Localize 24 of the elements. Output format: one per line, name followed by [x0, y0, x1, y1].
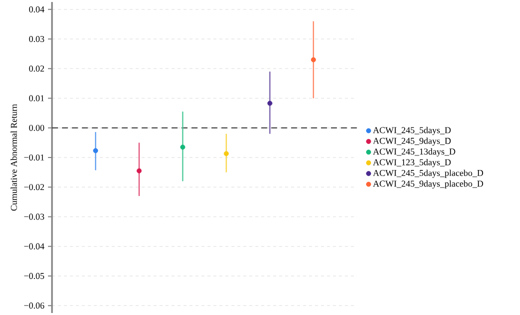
legend-label: ACWI_123_5days_D — [372, 158, 451, 168]
y-tick-label: −0.03 — [24, 214, 44, 220]
y-tick-label: −0.05 — [24, 272, 44, 280]
y-tick-label: 0.01 — [29, 95, 44, 102]
y-tick-label: −0.01 — [24, 154, 44, 161]
point — [136, 168, 142, 174]
y-tick-label: −0.06 — [24, 302, 44, 309]
y-tick-label: 0.04 — [29, 6, 44, 12]
y-tick-label: 0.03 — [29, 36, 44, 42]
point — [224, 151, 229, 156]
point — [267, 100, 272, 106]
legend-label: ACWI_245_9days_D — [372, 138, 451, 146]
y-tick-label: 0.00 — [29, 124, 44, 131]
legend-label: ACWI_245_5days_D — [372, 126, 451, 136]
y-tick-label: 0.02 — [29, 66, 44, 72]
point — [93, 148, 98, 154]
y-tick-label: −0.04 — [24, 243, 44, 250]
legend-label: ACWI_245_13days_D — [372, 148, 456, 156]
y-axis-title: Cumulative Abnormal Return — [10, 104, 17, 211]
point — [180, 144, 186, 150]
point — [310, 57, 316, 62]
legend-label: ACWI_245_5days_placebo_D — [372, 170, 484, 178]
y-tick-label: −0.02 — [24, 184, 44, 190]
legend-label: ACWI_245_9days_placebo_D — [372, 180, 484, 189]
